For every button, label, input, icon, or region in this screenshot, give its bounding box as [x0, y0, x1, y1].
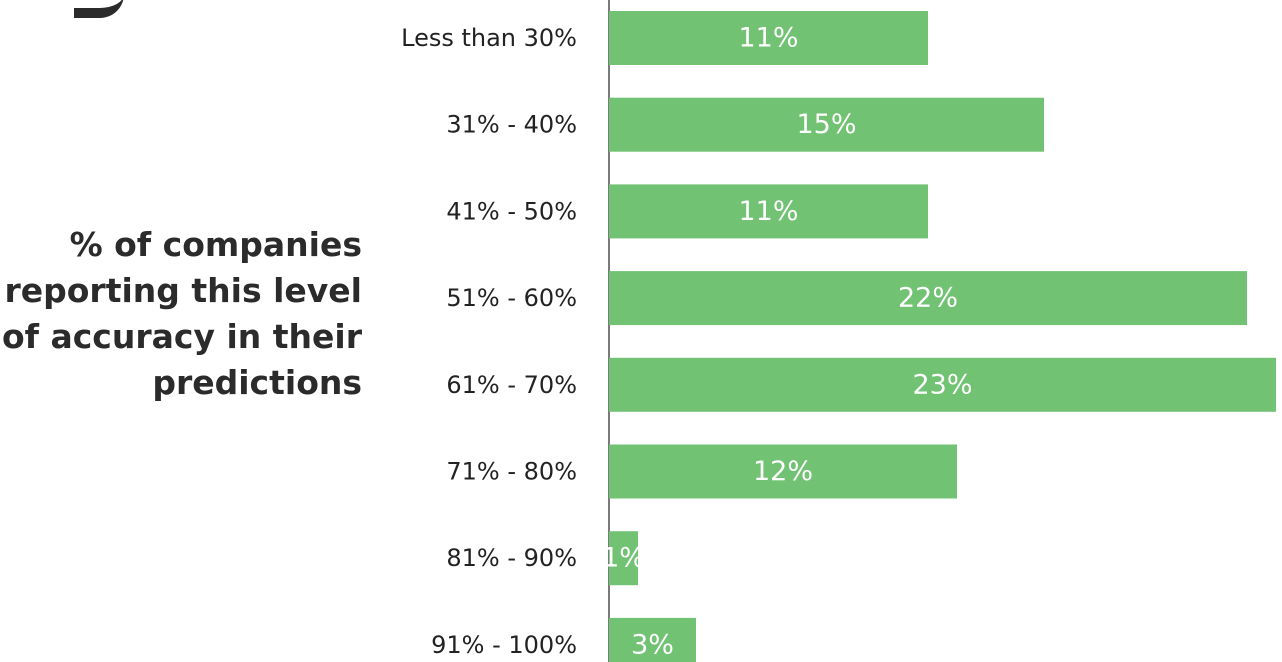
category-label-0: Less than 30%	[401, 24, 577, 52]
category-label-5: 71% - 80%	[446, 458, 577, 486]
corner-graphic	[74, 0, 124, 18]
side-label-line-2: reporting this level	[4, 271, 362, 310]
category-label-7: 91% - 100%	[431, 631, 577, 659]
bar-7	[609, 617, 696, 662]
value-label-0: 11%	[738, 23, 798, 54]
category-label-2: 41% - 50%	[446, 197, 577, 225]
category-label-1: 31% - 40%	[446, 111, 577, 139]
value-label-1: 15%	[796, 109, 856, 140]
value-label-5: 12%	[753, 456, 813, 487]
category-label-3: 51% - 60%	[446, 284, 577, 312]
category-label-6: 81% - 90%	[446, 544, 577, 572]
value-label-7: 3%	[631, 629, 674, 660]
bar-3	[609, 271, 1247, 326]
side-label-line-1: % of companies	[69, 225, 362, 264]
category-label-4: 61% - 70%	[446, 371, 577, 399]
side-label-line-4: predictions	[152, 363, 362, 402]
bar-6	[609, 531, 638, 586]
chart-side-label: % of companies reporting this level of a…	[0, 222, 362, 406]
bar-4	[609, 357, 1276, 412]
side-label-line-3: of accuracy in their	[1, 317, 362, 356]
bar-0	[609, 11, 928, 65]
value-label-6: 1%	[602, 543, 645, 574]
value-label-2: 11%	[738, 196, 798, 227]
value-label-3: 22%	[898, 283, 958, 314]
value-label-4: 23%	[912, 369, 972, 400]
bar-1	[609, 97, 1044, 152]
bar-2	[609, 184, 928, 239]
bar-5	[609, 444, 957, 499]
